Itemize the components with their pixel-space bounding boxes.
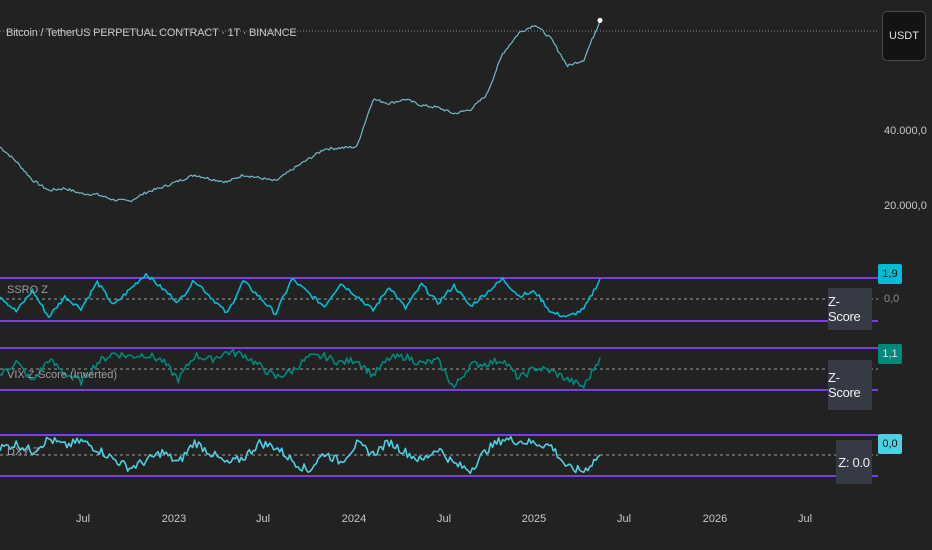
chart-title: Bitcoin / TetherUS PERPETUAL CONTRACT · … bbox=[6, 27, 297, 39]
dxy-pane-label: DXY Z bbox=[7, 446, 40, 458]
time-tick: Jul bbox=[616, 513, 632, 525]
vix-value-badge: 1,1 bbox=[878, 344, 902, 364]
ssro-pane-label: SSRO Z bbox=[7, 284, 48, 296]
dxy-value-badge: 0,0 bbox=[878, 434, 902, 454]
zero-lines bbox=[0, 298, 878, 456]
vix-zscore-box: Z-Score bbox=[828, 360, 872, 410]
series-line-dxy-z bbox=[0, 435, 601, 475]
time-tick: 2025 bbox=[521, 513, 547, 525]
chart-series bbox=[0, 17, 603, 475]
ssro-value-badge: 1,9 bbox=[878, 264, 902, 284]
dxy-zscore-box: Z: 0.0 bbox=[836, 440, 872, 484]
time-tick: 2024 bbox=[341, 513, 367, 525]
price-tick: 40.000,0 bbox=[884, 125, 927, 137]
time-tick: Jul bbox=[797, 513, 813, 525]
time-tick: Jul bbox=[436, 513, 452, 525]
time-tick: Jul bbox=[255, 513, 271, 525]
series-line-vix-z-score-inverted- bbox=[0, 348, 601, 389]
currency-button[interactable]: USDT bbox=[882, 11, 926, 61]
vix-pane-label: VIX Z-Score (Inverted) bbox=[7, 369, 118, 381]
series-line-ssro-z bbox=[0, 272, 601, 318]
ssro-zero-tick: 0,0 bbox=[884, 293, 900, 305]
price-tick: 20.000,0 bbox=[884, 200, 927, 212]
last-price-dot bbox=[597, 17, 603, 23]
time-tick: Jul bbox=[75, 513, 91, 525]
ssro-zscore-box: Z-Score bbox=[828, 288, 872, 330]
series-line-price bbox=[0, 20, 601, 203]
threshold-bands bbox=[0, 277, 878, 477]
time-tick: 2023 bbox=[161, 513, 187, 525]
time-tick: 2026 bbox=[702, 513, 728, 525]
